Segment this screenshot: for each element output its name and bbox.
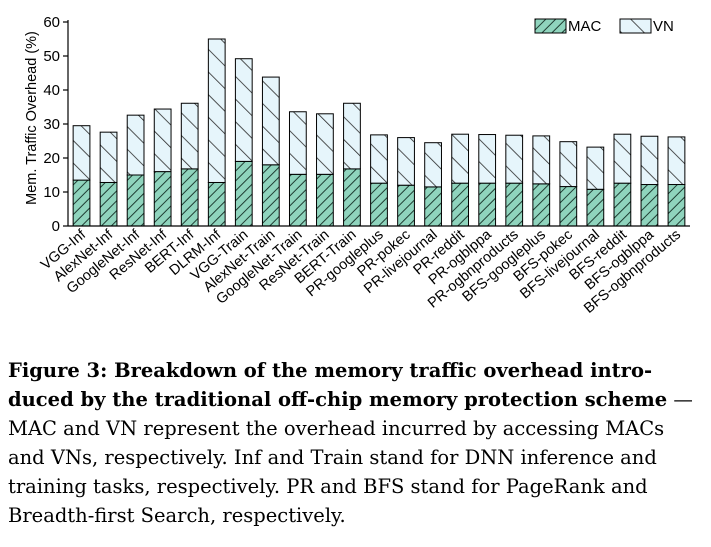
bar-vn-pr-pokec <box>397 137 415 186</box>
bar-mac-bert-train <box>343 168 361 227</box>
bar-vn-googlenet-inf <box>126 114 145 176</box>
legend-label-vn: VN <box>653 18 674 35</box>
bar-mac-bert-inf <box>180 168 199 227</box>
y-axis-label: Mem. Traffic Overhead (%) <box>24 31 40 205</box>
bar-mac-bfs-reddit <box>613 182 632 227</box>
bar-mac-vgg-inf <box>72 179 91 227</box>
bar-vn-bfs-ogbnproducts <box>667 136 686 186</box>
bar-mac-pr-reddit <box>451 182 470 227</box>
bar-mac-pr-ogbnproducts <box>505 182 524 227</box>
y-tick-label: 50 <box>43 48 60 65</box>
y-tick-label: 20 <box>43 150 60 167</box>
bar-vn-pr-ogblppa <box>478 134 497 184</box>
bar-vn-googlenet-train <box>288 111 307 175</box>
bar-mac-vgg-train <box>234 160 253 227</box>
y-tick-label: 60 <box>43 14 60 31</box>
bar-mac-pr-pokec <box>397 184 415 227</box>
bar-mac-bfs-pokec <box>559 186 578 227</box>
bar-mac-dlrm-inf <box>207 181 226 227</box>
bar-mac-bfs-googleplus <box>532 183 551 227</box>
bar-vn-pr-reddit <box>451 133 470 184</box>
bar-vn-alexnet-train <box>261 76 280 166</box>
bar-mac-resnet-inf <box>153 171 172 227</box>
y-tick-label: 0 <box>52 218 60 235</box>
bar-vn-bfs-reddit <box>613 133 632 184</box>
figure-caption: Figure 3: Breakdown of the memory traffi… <box>8 356 698 530</box>
bar-vn-pr-ogbnproducts <box>505 134 524 184</box>
legend: MAC VN <box>534 18 674 35</box>
bar-vn-vgg-train <box>234 58 253 162</box>
legend-swatch-mac <box>534 18 567 34</box>
bar-vn-vgg-inf <box>72 125 91 181</box>
bar-mac-bfs-ogblppa <box>640 184 659 227</box>
bar-vn-pr-livejournal <box>424 142 442 188</box>
bar-vn-bfs-pokec <box>559 141 578 188</box>
bar-vn-resnet-inf <box>153 108 172 173</box>
bar-mac-alexnet-inf <box>99 181 118 227</box>
bar-mac-pr-ogblppa <box>478 182 497 227</box>
bar-mac-bfs-livejournal <box>586 188 605 227</box>
bar-mac-googlenet-inf <box>126 174 145 227</box>
bar-vn-resnet-train <box>316 113 334 175</box>
bars-layer <box>72 38 686 227</box>
caption-label: Figure 3: Breakdown of the memory traffi… <box>8 359 668 411</box>
bar-mac-pr-googleplus <box>370 182 388 227</box>
bar-mac-bfs-ogbnproducts <box>667 184 686 227</box>
caption-text: — MAC and VN represent the overhead incu… <box>8 388 693 527</box>
legend-swatch-vn <box>619 18 652 34</box>
bar-vn-bert-inf <box>180 102 199 170</box>
bar-vn-pr-googleplus <box>370 134 388 184</box>
bar-vn-bfs-googleplus <box>532 135 551 185</box>
y-axis-label-group: Mem. Traffic Overhead (%) <box>24 31 40 205</box>
bar-vn-bfs-livejournal <box>586 146 605 190</box>
bar-vn-alexnet-inf <box>99 131 118 183</box>
bar-mac-pr-livejournal <box>424 186 442 227</box>
stacked-bar-chart: Mem. Traffic Overhead (%) 0 10 20 30 40 50 60 V… <box>24 14 690 317</box>
legend-label-mac: MAC <box>568 18 602 35</box>
bar-vn-bert-train <box>343 102 361 170</box>
bar-vn-dlrm-inf <box>207 38 226 183</box>
bar-mac-googlenet-train <box>288 173 307 227</box>
bar-mac-resnet-train <box>316 173 334 227</box>
bar-vn-bfs-ogblppa <box>640 135 659 186</box>
y-tick-label: 40 <box>43 82 60 99</box>
y-tick-label: 30 <box>43 116 60 133</box>
y-tick-label: 10 <box>43 184 60 201</box>
bar-mac-alexnet-train <box>261 164 280 227</box>
